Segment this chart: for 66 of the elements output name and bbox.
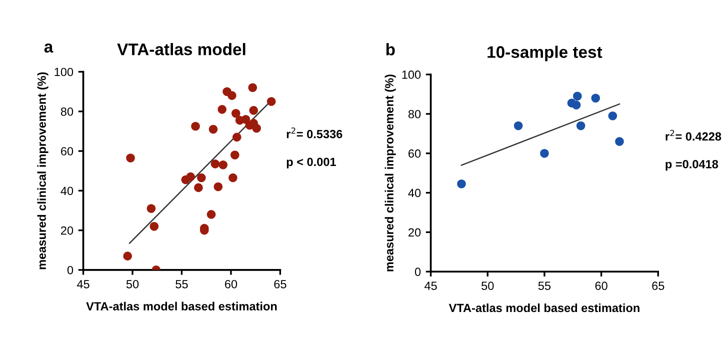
text: a bbox=[44, 44, 54, 53]
y-tick-label: 40 bbox=[408, 188, 421, 198]
point bbox=[232, 132, 242, 142]
point bbox=[230, 150, 240, 160]
point bbox=[210, 160, 220, 168]
point bbox=[123, 252, 132, 260]
y-tick-label: 100 bbox=[402, 70, 421, 79]
y-tick-label: 60 bbox=[61, 147, 74, 156]
text: r$^{2}$= 0.4228 bbox=[666, 130, 722, 141]
x-tick-label: 45 bbox=[76, 280, 90, 288]
text: b bbox=[386, 43, 395, 56]
point bbox=[228, 91, 236, 100]
point bbox=[194, 183, 203, 192]
x-tick-label: 50 bbox=[126, 280, 139, 288]
point bbox=[231, 109, 240, 118]
y-tick-label: 100 bbox=[54, 68, 74, 76]
x-tick-label: 60 bbox=[595, 282, 608, 290]
y-tick-label: 20 bbox=[408, 228, 421, 237]
point bbox=[150, 222, 159, 231]
chart-title: VTA-atlas model bbox=[117, 43, 246, 56]
x-axis-title: VTA-atlas model based estimation bbox=[86, 302, 277, 310]
y-tick-label: 20 bbox=[61, 226, 74, 235]
point bbox=[514, 121, 523, 130]
point bbox=[206, 210, 216, 219]
y-axis-title: measured clinical improvement (%) bbox=[37, 72, 48, 270]
point bbox=[191, 122, 200, 131]
point bbox=[197, 173, 206, 182]
y-tick-label: 80 bbox=[60, 107, 74, 116]
point bbox=[572, 100, 581, 110]
x-tick-label: 45 bbox=[424, 282, 437, 290]
y-axis-title: measured clinical improvement (%) bbox=[384, 74, 396, 272]
point bbox=[126, 154, 135, 162]
point bbox=[540, 148, 549, 158]
point bbox=[146, 204, 156, 213]
x-tick-label: 55 bbox=[176, 280, 188, 288]
point bbox=[608, 111, 618, 120]
point bbox=[228, 173, 238, 182]
point bbox=[248, 83, 258, 92]
point bbox=[573, 92, 582, 101]
x-axis-title: VTA-atlas model based estimation bbox=[448, 303, 640, 312]
point bbox=[266, 97, 276, 106]
x-tick-label: 55 bbox=[538, 282, 551, 290]
text: p =0.0418 bbox=[666, 160, 718, 171]
x-tick-label: 65 bbox=[652, 282, 664, 290]
point bbox=[615, 137, 624, 146]
text: r$^{2}$= 0.5336 bbox=[286, 128, 342, 138]
point bbox=[576, 121, 586, 130]
point bbox=[208, 124, 218, 134]
x-tick-label: 65 bbox=[274, 280, 286, 288]
y-tick-label: 0 bbox=[67, 266, 74, 274]
text: p < 0.001 bbox=[286, 158, 336, 168]
y-tick-label: 80 bbox=[408, 110, 421, 118]
x-tick-label: 60 bbox=[224, 280, 238, 288]
point bbox=[218, 160, 228, 170]
point bbox=[186, 172, 195, 182]
y-tick-label: 60 bbox=[408, 149, 421, 158]
y-tick-label: 0 bbox=[414, 268, 421, 276]
chart-title: 10-sample test bbox=[488, 46, 602, 62]
point bbox=[249, 106, 258, 115]
point bbox=[457, 180, 466, 188]
point bbox=[591, 94, 600, 103]
point bbox=[252, 124, 261, 133]
x-tick-label: 50 bbox=[482, 282, 494, 290]
y-tick-label: 40 bbox=[60, 186, 74, 196]
point bbox=[214, 182, 223, 192]
point bbox=[218, 105, 226, 114]
